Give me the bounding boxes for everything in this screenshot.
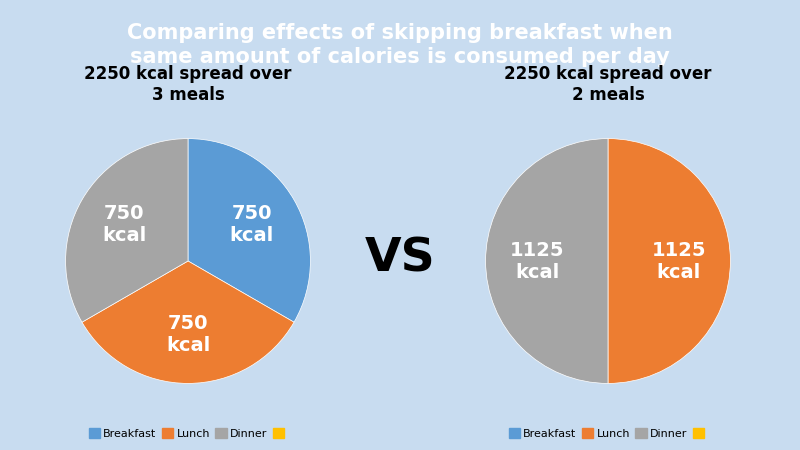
Text: 750
kcal: 750 kcal — [166, 314, 210, 355]
Text: VS: VS — [365, 236, 435, 281]
Text: 1125
kcal: 1125 kcal — [510, 240, 564, 282]
Text: 750
kcal: 750 kcal — [102, 204, 146, 245]
Text: 750
kcal: 750 kcal — [230, 204, 274, 245]
Wedge shape — [66, 139, 188, 322]
Legend: Breakfast, Lunch, Dinner, : Breakfast, Lunch, Dinner, — [509, 428, 707, 439]
Text: 1125
kcal: 1125 kcal — [652, 240, 706, 282]
Wedge shape — [486, 139, 608, 383]
Text: Comparing effects of skipping breakfast when
same amount of calories is consumed: Comparing effects of skipping breakfast … — [127, 23, 673, 67]
Legend: Breakfast, Lunch, Dinner, : Breakfast, Lunch, Dinner, — [89, 428, 287, 439]
Title: 2250 kcal spread over
3 meals: 2250 kcal spread over 3 meals — [84, 65, 292, 104]
Wedge shape — [82, 261, 294, 383]
Wedge shape — [608, 139, 730, 383]
Title: 2250 kcal spread over
2 meals: 2250 kcal spread over 2 meals — [504, 65, 712, 104]
Wedge shape — [188, 139, 310, 322]
